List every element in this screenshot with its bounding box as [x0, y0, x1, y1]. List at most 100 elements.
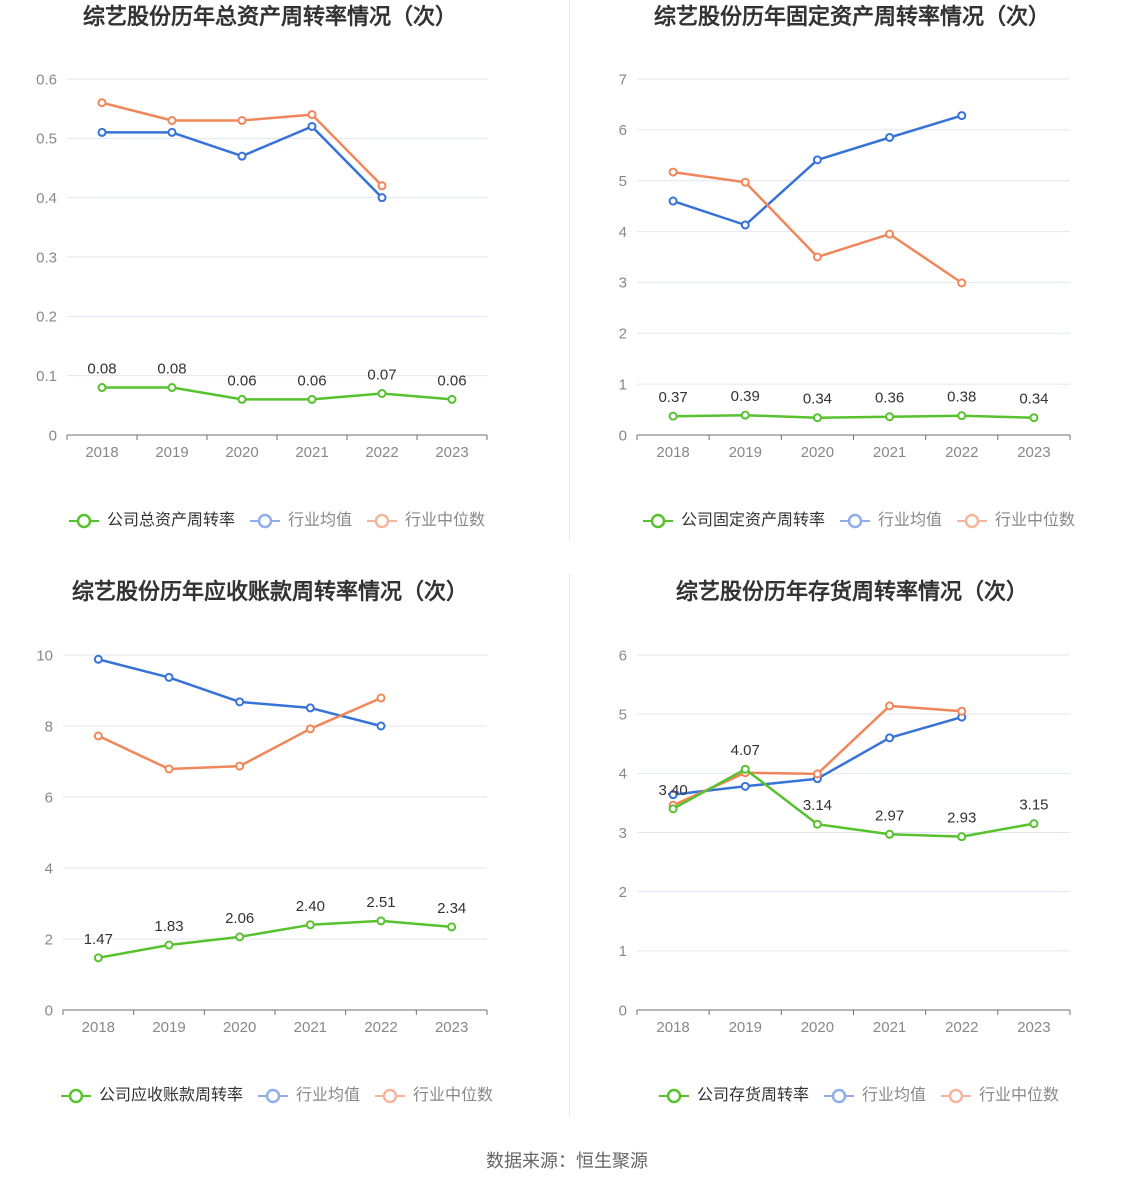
data-label: 3.14	[803, 797, 832, 814]
x-tick-label: 2019	[729, 1019, 762, 1036]
line-marker-icon	[658, 1088, 689, 1104]
y-tick-label: 5	[619, 173, 627, 190]
legend-item-industry-median[interactable]: 行业中位数	[957, 510, 1075, 532]
data-label: 0.07	[367, 366, 396, 383]
legend-label: 行业中位数	[979, 1087, 1060, 1104]
data-point-industry-mean	[740, 781, 750, 791]
data-point-industry-mean	[235, 697, 245, 707]
data-point-industry-mean	[93, 654, 103, 664]
legend-label: 行业中位数	[413, 1087, 494, 1104]
legend-item-industry-mean[interactable]: 行业均值	[249, 510, 352, 532]
data-point-industry-median	[93, 731, 103, 741]
y-tick-label: 3	[619, 825, 627, 842]
legend-label: 公司固定资产周转率	[680, 512, 825, 529]
line-chart-plot: 0 1 2 3 4 5 6 2018 2019 2020 2021 2022 2023 3.40 4.07 3…	[619, 647, 1071, 1036]
legend-item-industry-median[interactable]: 行业中位数	[941, 1085, 1059, 1107]
x-tick-label: 2023	[435, 1019, 468, 1036]
y-tick-label: 0	[45, 1002, 53, 1019]
data-point-industry-median	[957, 278, 967, 288]
data-point-industry-mean	[668, 196, 678, 206]
legend-item-industry-median[interactable]: 行业中位数	[375, 1085, 493, 1107]
data-source-note: 数据来源：恒生聚源	[486, 1151, 648, 1171]
data-point-industry-median	[237, 116, 247, 126]
data-point-company	[307, 394, 317, 404]
data-point-industry-mean	[305, 703, 315, 713]
chart-legend: 公司总资产周转率 行业均值 行业中位数	[0, 510, 540, 532]
legend-item-company[interactable]: 公司总资产周转率	[68, 510, 235, 532]
data-label: 0.39	[731, 388, 760, 405]
chart-legend: 公司存货周转率 行业均值 行业中位数	[570, 1085, 1134, 1107]
data-point-industry-mean	[97, 127, 107, 137]
y-tick-label: 0	[49, 427, 57, 444]
data-label: 2.06	[225, 910, 254, 927]
data-label: 0.08	[87, 361, 116, 378]
line-chart-plot: 0 2 4 6 8 10 2018 2019 2020 2021 2022 2023 1.47 1.83 2…	[36, 647, 488, 1036]
data-point-company	[668, 804, 678, 814]
legend-item-company[interactable]: 公司固定资产周转率	[642, 510, 825, 532]
chart-title: 综艺股份历年固定资产周转率情况（次）	[653, 4, 1050, 29]
y-tick-label: 4	[619, 224, 627, 241]
x-tick-label: 2021	[294, 1019, 327, 1036]
data-label: 0.06	[227, 372, 256, 389]
x-tick-label: 2019	[155, 444, 188, 461]
legend-item-industry-mean[interactable]: 行业均值	[823, 1085, 926, 1107]
data-point-industry-mean	[885, 132, 895, 142]
y-tick-label: 2	[619, 884, 627, 901]
x-tick-label: 2021	[873, 444, 906, 461]
data-point-company	[1029, 413, 1039, 423]
data-label: 1.47	[84, 931, 113, 948]
data-point-industry-median	[668, 167, 678, 177]
x-tick-label: 2018	[85, 444, 118, 461]
x-tick-label: 2018	[656, 1019, 689, 1036]
legend-item-industry-mean[interactable]: 行业均值	[839, 510, 942, 532]
data-point-company	[812, 819, 822, 829]
x-tick-label: 2021	[295, 444, 328, 461]
chart-panel-inventory-turnover: 0 1 2 3 4 5 6 2018 2019 2020 2021 2022 2023 3.40 4.07 3…	[570, 575, 1134, 1135]
x-tick-label: 2023	[1017, 444, 1050, 461]
y-tick-label: 10	[36, 647, 53, 664]
y-tick-label: 5	[619, 706, 627, 723]
series-line-industry-median	[97, 696, 383, 771]
line-marker-icon	[375, 1088, 405, 1104]
data-point-company	[957, 832, 967, 842]
data-label: 3.15	[1019, 797, 1048, 814]
data-point-industry-mean	[377, 193, 387, 203]
data-point-company	[93, 953, 103, 963]
data-point-industry-median	[97, 98, 107, 108]
line-chart-plot: 0 0.1 0.2 0.3 0.4 0.5 0.6 2018 2019 2020 2021 2022 2…	[36, 71, 488, 461]
y-tick-label: 3	[619, 275, 627, 292]
data-label: 0.38	[947, 389, 976, 406]
line-marker-icon	[941, 1088, 971, 1104]
y-tick-label: 1	[619, 376, 627, 393]
data-point-industry-mean	[957, 111, 967, 121]
y-tick-label: 8	[45, 718, 53, 735]
legend-item-company[interactable]: 公司应收账款周转率	[60, 1085, 243, 1107]
data-point-industry-median	[376, 693, 386, 703]
data-label: 2.97	[875, 807, 904, 824]
chart-legend: 公司应收账款周转率 行业均值 行业中位数	[0, 1085, 540, 1107]
legend-item-company[interactable]: 公司存货周转率	[658, 1085, 809, 1107]
x-tick-label: 2018	[82, 1019, 115, 1036]
series-line-industry-median	[671, 170, 964, 285]
line-marker-icon	[642, 513, 673, 529]
data-point-company	[1029, 819, 1039, 829]
y-tick-label: 1	[619, 943, 627, 960]
data-point-company	[668, 411, 678, 421]
series-line-company	[100, 386, 454, 401]
legend-item-industry-median[interactable]: 行业中位数	[367, 510, 485, 532]
y-tick-label: 6	[45, 789, 53, 806]
data-label: 2.34	[437, 900, 466, 917]
legend-label: 行业均值	[877, 512, 942, 529]
data-point-company	[885, 412, 895, 422]
data-point-company	[885, 829, 895, 839]
data-label: 4.07	[731, 742, 760, 759]
data-label: 0.06	[297, 372, 326, 389]
legend-item-industry-mean[interactable]: 行业均值	[257, 1085, 360, 1107]
series-line-industry-mean	[100, 125, 384, 199]
y-tick-label: 0.2	[36, 309, 57, 326]
x-tick-label: 2022	[945, 444, 978, 461]
x-tick-label: 2023	[1017, 1019, 1050, 1036]
line-chart-plot: 0 1 2 3 4 5 6 7 2018 2019 2020 2021 2022 2023 0.37 0.39…	[619, 71, 1071, 461]
line-marker-icon	[957, 513, 987, 529]
chart-title: 综艺股份历年应收账款周转率情况（次）	[71, 579, 468, 604]
